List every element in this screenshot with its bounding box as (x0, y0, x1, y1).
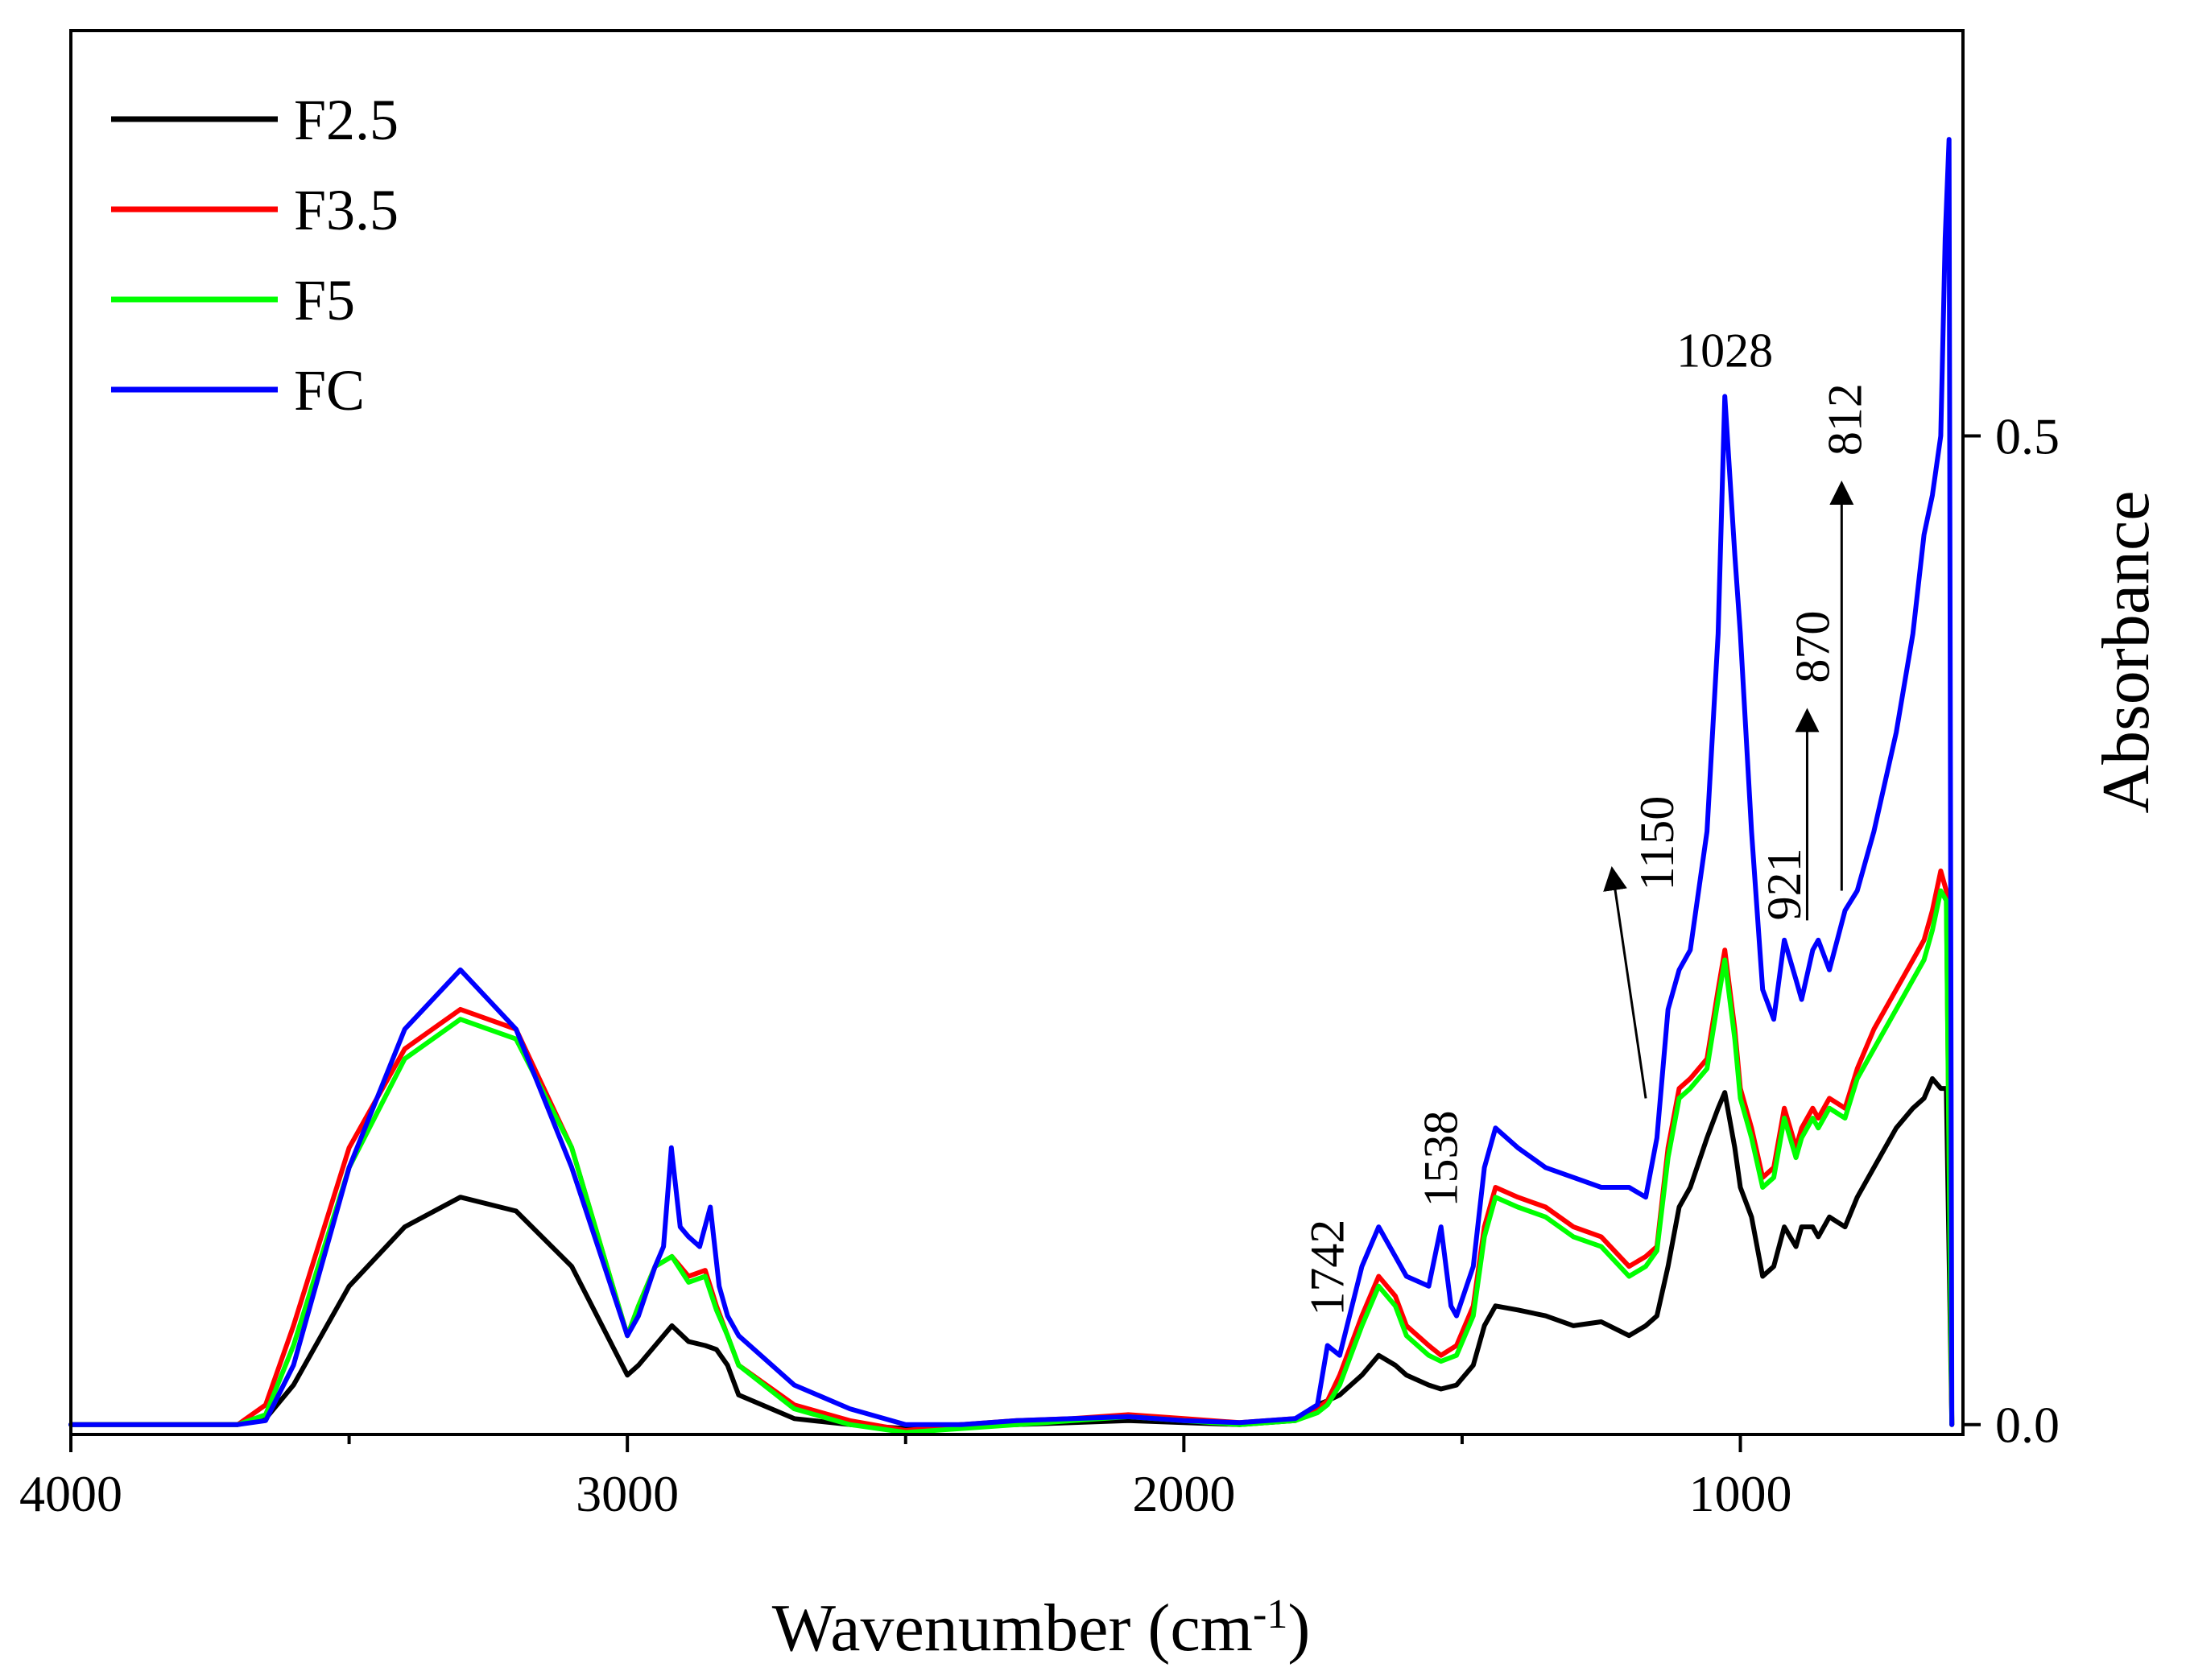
y-tick-label-0: 0.0 (1995, 1397, 2060, 1454)
x-tick-label-3000: 3000 (576, 1465, 679, 1522)
x-tick-label-4000: 4000 (19, 1465, 122, 1522)
series-line-f2-5 (68, 1075, 1955, 1431)
y-tick-label-1: 0.5 (1995, 408, 2060, 465)
annotation-label-921: 921 (1758, 848, 1811, 920)
annotation-label-870: 870 (1786, 611, 1839, 683)
x-tick-label-2000: 2000 (1132, 1465, 1235, 1522)
legend-label-f5: F5 (294, 268, 355, 332)
series-line-f5 (68, 888, 1955, 1435)
plot-frame (69, 29, 1965, 1436)
annotation-label-1028: 1028 (1676, 324, 1773, 378)
legend-label-fc: FC (294, 358, 365, 423)
legend-label-f3-5: F3.5 (294, 178, 399, 242)
x-axis-title: Wavenumber (cm-1) (772, 1591, 1311, 1666)
y-axis-title: Absorbance (2089, 490, 2163, 813)
annotation-label-1538: 1538 (1415, 1111, 1468, 1207)
legend-label-f2-5: F2.5 (294, 88, 399, 152)
series-line-fc (68, 137, 1955, 1427)
annotation-label-1150: 1150 (1630, 796, 1684, 891)
annotation-arrow-1150 (1603, 866, 1647, 1099)
x-tick-label-1000: 1000 (1689, 1465, 1792, 1522)
annotation-label-812: 812 (1818, 383, 1871, 456)
annotation-label-1742: 1742 (1301, 1220, 1354, 1316)
